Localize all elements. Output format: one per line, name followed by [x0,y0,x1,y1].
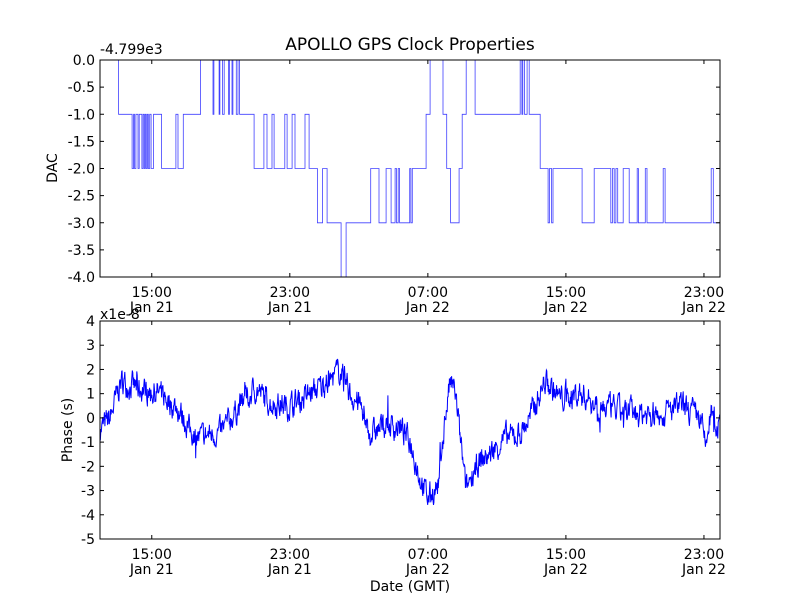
y-tick-label: -4 [81,508,95,524]
bottom-xlabel: Date (GMT) [370,579,450,595]
y-tick-label: 2 [86,362,95,378]
x-tick-label-date: Jan 21 [129,300,174,316]
dac-line [100,60,720,277]
y-tick-label: -5 [81,532,95,548]
x-tick-label-time: 15:00 [546,285,586,301]
x-tick-label-date: Jan 22 [681,562,726,578]
top-ylabel: DAC [45,153,61,183]
x-tick-label-date: Jan 22 [543,562,588,578]
x-tick-label-time: 23:00 [270,547,310,563]
x-tick-label-date: Jan 22 [543,300,588,316]
top-offset-label: -4.799e3 [100,42,163,58]
y-tick-label: -2.5 [68,189,95,205]
x-tick-label-time: 23:00 [270,285,310,301]
x-tick-label-date: Jan 21 [129,562,174,578]
y-tick-label: -3.5 [68,243,95,259]
y-tick-label: 3 [86,338,95,354]
dac-axes: 0.0 -0.5 -1.0 -1.5 -2.0 -2.5 -3.0 -3.5 -4.0 15:00… [68,53,726,316]
bottom-offset-label: x1e-8 [100,307,140,323]
y-tick-label: -1 [81,435,95,451]
y-tick-label: 4 [86,314,95,330]
bottom-ylabel: Phase (s) [60,398,76,462]
x-tick-label-date: Jan 22 [405,300,450,316]
x-tick-label-time: 07:00 [408,285,448,301]
x-tick-label-date: Jan 22 [405,562,450,578]
y-tick-label: -1.0 [68,107,95,123]
x-tick-label-date: Jan 21 [267,562,312,578]
x-tick-label-time: 23:00 [684,285,724,301]
x-tick-label-time: 15:00 [132,285,172,301]
y-tick-label: -1.5 [68,134,95,150]
x-tick-label-time: 15:00 [132,547,172,563]
y-tick-label: -2.0 [68,162,95,178]
y-tick-label: 0.0 [73,53,95,69]
y-tick-label: 0 [86,411,95,427]
chart-title: APOLLO GPS Clock Properties [285,35,535,55]
y-tick-label: -2 [81,459,95,475]
y-tick-label: 1 [86,387,95,403]
x-tick-label-time: 07:00 [408,547,448,563]
x-tick-label-time: 23:00 [684,547,724,563]
y-tick-label: -3.0 [68,216,95,232]
axes-frame [99,320,721,540]
y-tick-label: -3 [81,484,95,500]
x-tick-label-time: 15:00 [546,547,586,563]
y-tick-label: -4.0 [68,270,95,286]
y-tick-label: -0.5 [68,80,95,96]
x-tick-label-date: Jan 21 [267,300,312,316]
x-tick-label-date: Jan 22 [681,300,726,316]
phase-line [100,358,720,505]
